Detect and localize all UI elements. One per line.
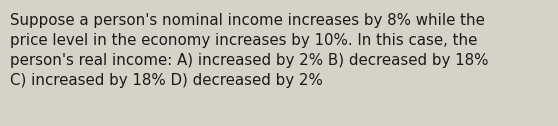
Text: Suppose a person's nominal income increases by 8% while the
price level in the e: Suppose a person's nominal income increa… [10, 13, 489, 88]
